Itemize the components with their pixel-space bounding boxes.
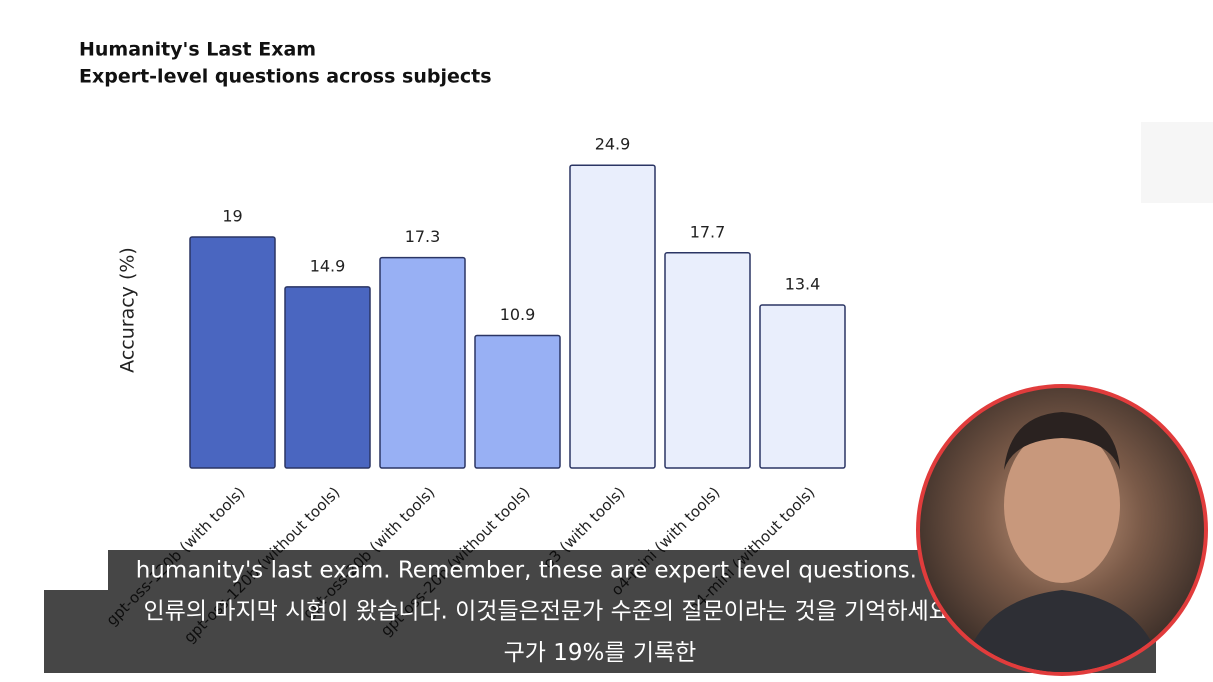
bar (759, 304, 846, 469)
webcam (916, 384, 1208, 676)
value-label: 10.9 (500, 305, 536, 324)
value-label: 19 (222, 206, 242, 225)
value-label: 17.7 (690, 222, 726, 241)
bar (284, 286, 371, 469)
caption-line: 구가 19%를 기록한 (504, 640, 697, 666)
value-label: 17.3 (405, 227, 441, 246)
bar (569, 164, 656, 469)
chart-subtitle: Expert-level questions across subjects (79, 66, 492, 88)
bar (379, 256, 466, 469)
chart-title: Humanity's Last Exam (79, 39, 316, 61)
side-panel (1141, 122, 1213, 203)
bar (474, 334, 561, 469)
face (1004, 427, 1120, 583)
value-label: 14.9 (310, 256, 346, 275)
value-label: 24.9 (595, 135, 631, 154)
value-label: 13.4 (785, 275, 821, 294)
y-axis-label: Accuracy (%) (117, 247, 139, 373)
bar (189, 236, 276, 469)
hair (1004, 412, 1120, 470)
caption-line: humanity's last exam. Remember, these ar… (136, 558, 1065, 584)
shirt (960, 590, 1165, 672)
bar (664, 252, 751, 469)
caption-line: 인류의 마지막 시험이 왔습니다. 이것들은전문가 수준의 질문이라는 것을 기… (144, 599, 1057, 625)
